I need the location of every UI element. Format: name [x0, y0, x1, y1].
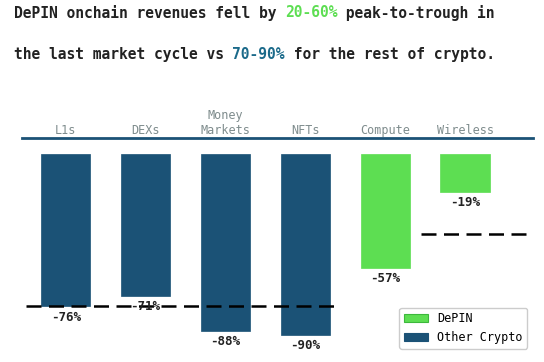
Text: 70-90%: 70-90% — [232, 47, 285, 62]
Text: NFTs: NFTs — [291, 123, 320, 136]
Text: -19%: -19% — [450, 196, 480, 209]
Text: DePIN onchain revenues fell by: DePIN onchain revenues fell by — [14, 5, 285, 21]
Text: for the rest of crypto.: for the rest of crypto. — [285, 47, 495, 62]
Text: -76%: -76% — [51, 311, 81, 324]
Text: 20-60%: 20-60% — [285, 5, 337, 20]
Text: -57%: -57% — [370, 272, 400, 285]
Bar — [121, 153, 170, 296]
Bar — [201, 153, 250, 331]
Text: -88%: -88% — [211, 334, 240, 348]
Legend: DePIN, Other Crypto: DePIN, Other Crypto — [399, 307, 527, 349]
Text: the last market cycle vs: the last market cycle vs — [14, 47, 232, 62]
Text: -90%: -90% — [290, 339, 320, 352]
Text: -71%: -71% — [131, 300, 160, 313]
Text: DEXs: DEXs — [131, 123, 160, 136]
Text: Money
Markets: Money Markets — [201, 109, 250, 136]
Bar — [281, 153, 330, 334]
Text: peak-to-trough in: peak-to-trough in — [337, 5, 495, 21]
Bar — [41, 153, 90, 307]
Bar — [441, 153, 490, 192]
Text: Compute: Compute — [360, 123, 410, 136]
Text: Wireless: Wireless — [437, 123, 494, 136]
Text: L1s: L1s — [55, 123, 76, 136]
Bar — [361, 153, 410, 268]
